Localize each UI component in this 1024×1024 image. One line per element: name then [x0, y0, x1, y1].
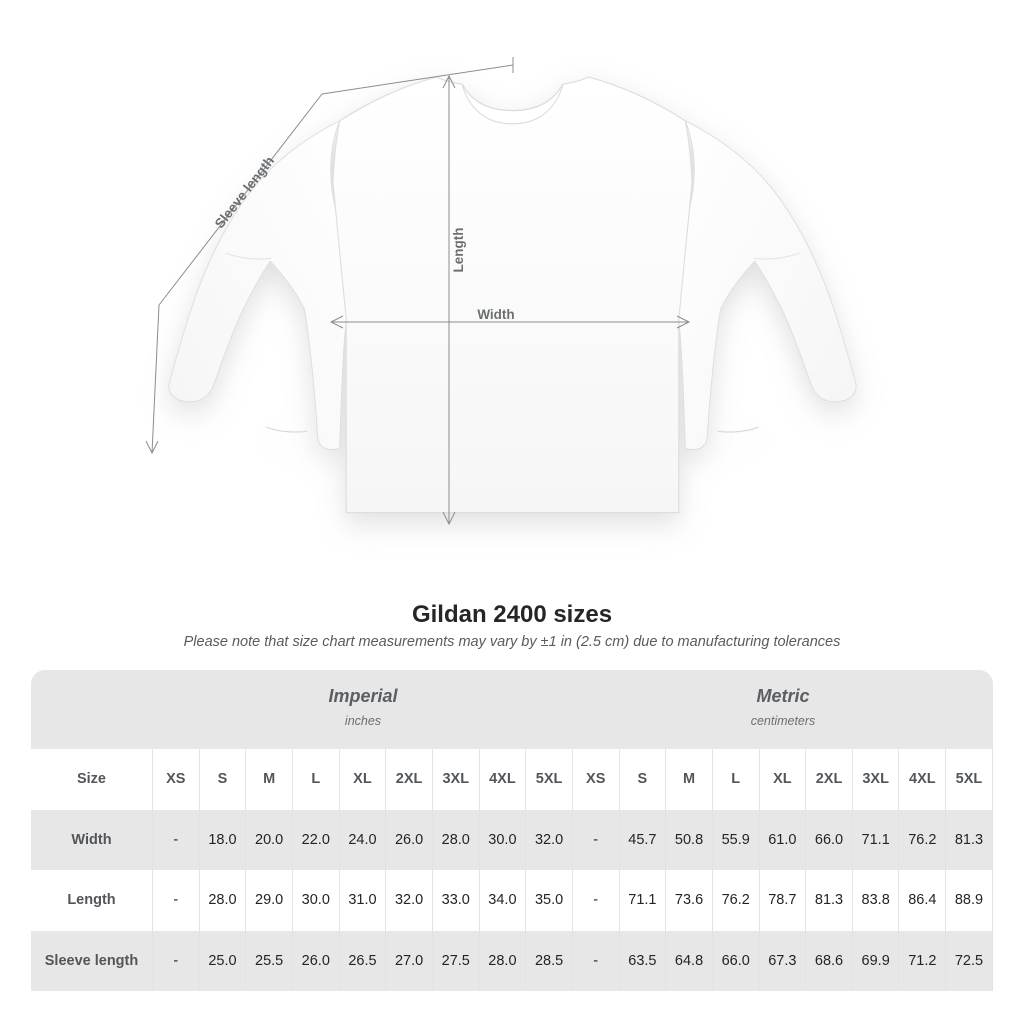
svg-text:Length: Length	[451, 228, 466, 273]
svg-text:Width: Width	[477, 307, 514, 322]
